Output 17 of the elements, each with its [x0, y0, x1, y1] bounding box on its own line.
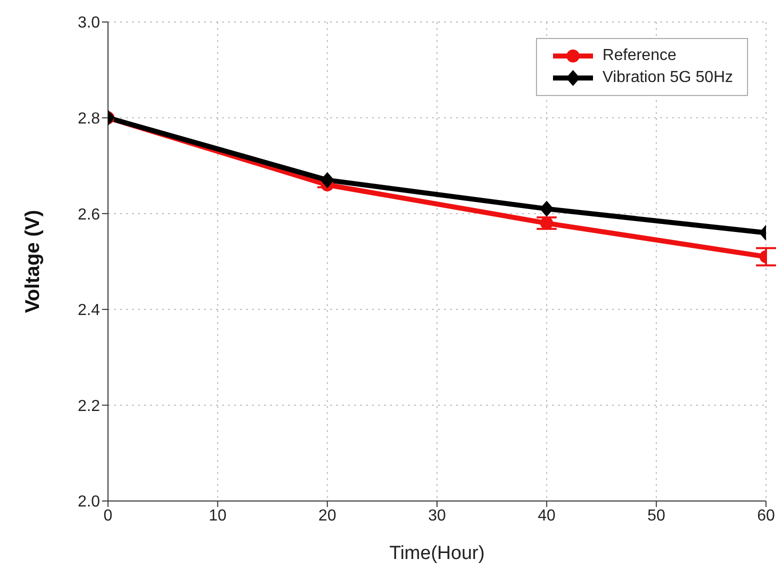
y-tick-label: 2.8 [78, 110, 100, 128]
y-axis-title: Voltage (V) [22, 210, 44, 313]
x-tick-label: 30 [428, 507, 446, 524]
y-tick-label: 3.0 [78, 14, 100, 32]
y-tick-label: 2.0 [78, 494, 100, 511]
y-tick-label: 2.6 [78, 206, 100, 224]
x-axis-title: Time(Hour) [389, 543, 485, 564]
x-tick-label: 40 [538, 507, 556, 524]
x-tick-label: 50 [647, 507, 666, 524]
x-tick-label: 0 [104, 507, 113, 524]
y-tick-label: 2.2 [78, 398, 100, 415]
x-tick-label: 20 [318, 507, 336, 524]
x-tick-label: 10 [208, 507, 227, 524]
y-tick-label: 2.4 [78, 302, 100, 320]
legend-label: Vibration 5G 50Hz [602, 68, 733, 88]
legend-label: Reference [602, 46, 676, 66]
x-tick-label: 60 [757, 507, 775, 524]
